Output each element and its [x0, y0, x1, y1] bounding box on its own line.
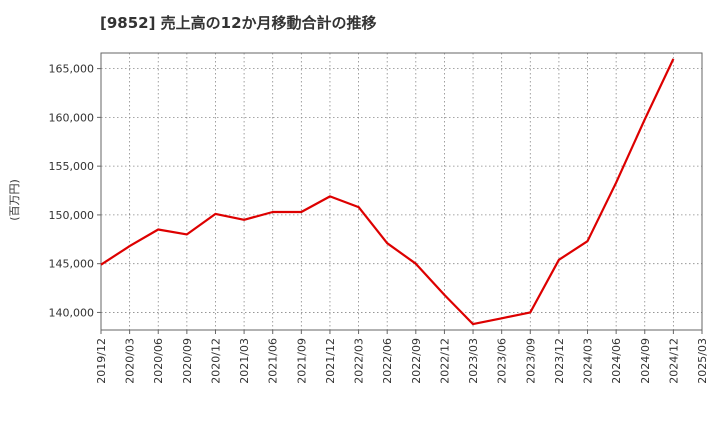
x-tick-label: 2023/12	[553, 338, 566, 384]
y-tick-label: 140,000	[49, 306, 95, 319]
x-tick-label: 2021/06	[267, 338, 280, 384]
y-tick-label: 165,000	[49, 63, 95, 76]
y-tick-label: 150,000	[49, 209, 95, 222]
x-tick-label: 2024/06	[610, 338, 623, 384]
x-tick-label: 2024/12	[667, 338, 680, 384]
x-tick-label: 2023/03	[467, 338, 480, 384]
y-axis-label: (百万円)	[8, 179, 21, 221]
x-tick-label: 2020/09	[181, 338, 194, 384]
x-tick-label: 2020/12	[209, 338, 222, 384]
x-tick-label: 2022/09	[410, 338, 423, 384]
y-tick-label: 145,000	[49, 258, 95, 271]
chart-title: [9852] 売上高の12か月移動合計の推移	[100, 14, 377, 32]
plot-frame	[100, 52, 703, 331]
grid-lines	[100, 53, 703, 330]
x-tick-label: 2022/12	[438, 338, 451, 384]
x-tick-label: 2021/09	[295, 338, 308, 384]
y-tick-label: 155,000	[49, 160, 95, 173]
y-tick-label: 160,000	[49, 111, 95, 124]
series-line	[100, 58, 675, 326]
x-tick-label: 2022/03	[353, 338, 366, 384]
x-tick-label: 2025/03	[696, 338, 709, 384]
x-tick-label: 2023/09	[524, 338, 537, 384]
x-tick-label: 2020/06	[152, 338, 165, 384]
x-tick-label: 2024/03	[582, 338, 595, 384]
x-axis: 2019/12 2020/03 2020/06 2020/09 2020/12 2021/…	[95, 330, 709, 384]
x-tick-label: 2022/06	[381, 338, 394, 384]
x-tick-label: 2024/09	[639, 338, 652, 384]
x-tick-label: 2020/03	[124, 338, 137, 384]
x-tick-label: 2021/03	[238, 338, 251, 384]
x-tick-label: 2021/12	[324, 338, 337, 384]
x-tick-label: 2023/06	[496, 338, 509, 384]
y-axis: 140,000 145,000 150,000 155,000 160,000 165,0…	[49, 63, 101, 319]
x-tick-label: 2019/12	[95, 338, 108, 384]
